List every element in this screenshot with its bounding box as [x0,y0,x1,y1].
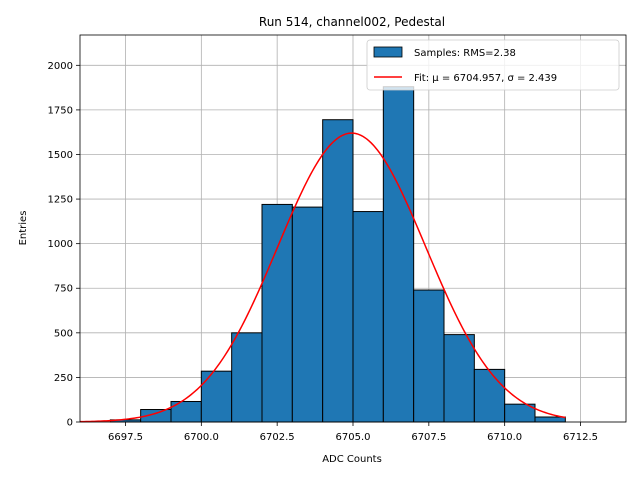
x-tick-label-2: 6702.5 [260,432,295,443]
x-tick-label-1: 6700.0 [184,432,219,443]
legend-label-fit: Fit: μ = 6704.957, σ = 2.439 [414,73,557,84]
legend-swatch-samples [373,46,403,58]
x-tick-label-5: 6710.0 [487,432,522,443]
y-tick-label-8: 2000 [48,61,73,72]
x-tick-label-0: 6697.5 [108,432,143,443]
histogram-bar-3 [200,370,233,423]
y-tick-label-7: 1750 [48,105,73,116]
histogram-bar-4 [231,332,263,423]
y-tick-label-3: 750 [54,284,73,295]
y-tick-label-4: 1000 [48,239,73,250]
fit-curve [79,132,566,423]
histogram-bar-6 [291,206,324,423]
x-tick-label-6: 6712.5 [563,432,598,443]
y-axis-label: Entries [18,211,29,246]
chart-title: Run 514, channel002, Pedestal [259,15,445,29]
legend-box [366,39,620,91]
x-tick-label-3: 6705.0 [336,432,371,443]
histogram-bar-9 [382,86,415,423]
x-axis-ticks: 6697.5 6700.0 6702.5 6705.0 6707.5 6710.0 6712… [108,422,598,443]
legend-label-samples: Samples: RMS=2.38 [414,48,516,59]
histogram-bars [109,86,566,423]
histogram-bar-10 [413,289,445,423]
histogram-bar-5 [261,203,293,423]
y-tick-label-0: 0 [67,418,73,429]
y-axis-ticks: 0 250 500 750 1000 1250 1500 1750 2000 [48,61,80,429]
x-axis-label: ADC Counts [322,454,382,465]
y-tick-label-2: 500 [54,328,73,339]
histogram-bar-11 [443,334,475,423]
histogram-bar-12 [473,368,506,423]
histogram-bar-8 [352,211,384,423]
y-tick-label-1: 250 [54,373,73,384]
histogram-bar-7 [322,119,354,423]
legend: Samples: RMS=2.38 Fit: μ = 6704.957, σ =… [366,39,620,91]
y-tick-label-5: 1250 [48,195,73,206]
x-tick-label-4: 6707.5 [411,432,446,443]
y-tick-label-6: 1500 [48,150,73,161]
histogram-bar-14 [534,416,566,423]
